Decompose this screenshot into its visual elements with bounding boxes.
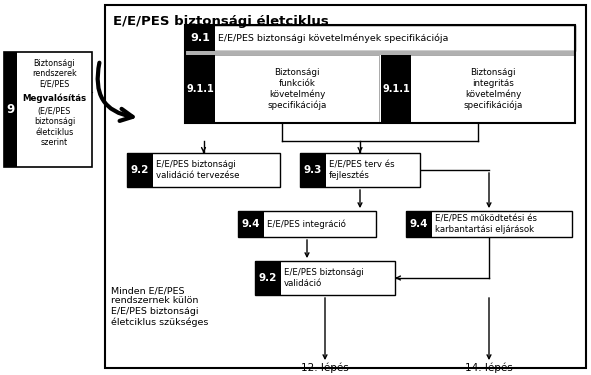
Text: E/E/PES működtetési és
karbantartási eljárások: E/E/PES működtetési és karbantartási elj… [435, 214, 537, 234]
Text: E/E/PES biztonsági követelmények specifikációja: E/E/PES biztonsági követelmények specifi… [218, 33, 449, 43]
Bar [300, 153, 326, 187]
Bar [185, 25, 575, 51]
Text: 9.2: 9.2 [131, 165, 149, 175]
Text: Megvalósítás: Megvalósítás [22, 93, 86, 103]
Text: 9.2: 9.2 [259, 273, 277, 283]
Bar [127, 153, 280, 187]
Bar [185, 51, 575, 55]
Text: Biztonsági
rendszerek
E/E/PES: Biztonsági rendszerek E/E/PES [32, 59, 77, 89]
Text: E/E/PES biztonsági
validáció tervezése: E/E/PES biztonsági validáció tervezése [156, 160, 239, 180]
Bar [127, 153, 153, 187]
Text: 9.4: 9.4 [242, 219, 260, 229]
Text: Minden E/E/PES
rendszernek külön
E/E/PES biztonsági
életciklus szükséges: Minden E/E/PES rendszernek külön E/E/PES… [111, 286, 209, 327]
Text: 12. lépés: 12. lépés [301, 363, 349, 373]
Bar [255, 261, 281, 295]
Text: 14. lépés: 14. lépés [465, 363, 513, 373]
Bar [185, 55, 379, 123]
Text: E/E/PES integráció: E/E/PES integráció [267, 219, 346, 229]
Bar [300, 153, 420, 187]
Text: Biztonsági
funkciók
követelmény
specifikációja: Biztonsági funkciók követelmény specifik… [267, 68, 327, 110]
Text: E/E/PES biztonsági
validáció: E/E/PES biztonsági validáció [284, 268, 363, 288]
Bar [4, 52, 17, 167]
Text: 9.1.1: 9.1.1 [382, 84, 410, 94]
Text: E/E/PES terv és
fejlesztés: E/E/PES terv és fejlesztés [329, 160, 395, 180]
Bar [185, 55, 215, 123]
Bar [185, 25, 575, 123]
Bar [255, 261, 395, 295]
Bar [406, 211, 572, 237]
Bar [4, 52, 92, 167]
Text: 9.1.1: 9.1.1 [186, 84, 214, 94]
Text: 9.3: 9.3 [304, 165, 322, 175]
Bar [238, 211, 376, 237]
Text: 9.4: 9.4 [410, 219, 428, 229]
Text: (E/E/PES
biztonsági
életciklus
szerint: (E/E/PES biztonsági életciklus szerint [34, 107, 75, 147]
Bar [185, 25, 215, 51]
Text: 9: 9 [7, 103, 15, 116]
Bar [238, 211, 264, 237]
Bar [406, 211, 432, 237]
Bar [105, 5, 586, 368]
Bar [381, 55, 575, 123]
Bar [381, 55, 411, 123]
Text: E/E/PES biztonsági életciklus: E/E/PES biztonsági életciklus [113, 15, 329, 27]
Text: 9.1: 9.1 [190, 33, 210, 43]
Text: Biztonsági
integritás
követelmény
specifikációja: Biztonsági integritás követelmény specif… [463, 68, 522, 110]
